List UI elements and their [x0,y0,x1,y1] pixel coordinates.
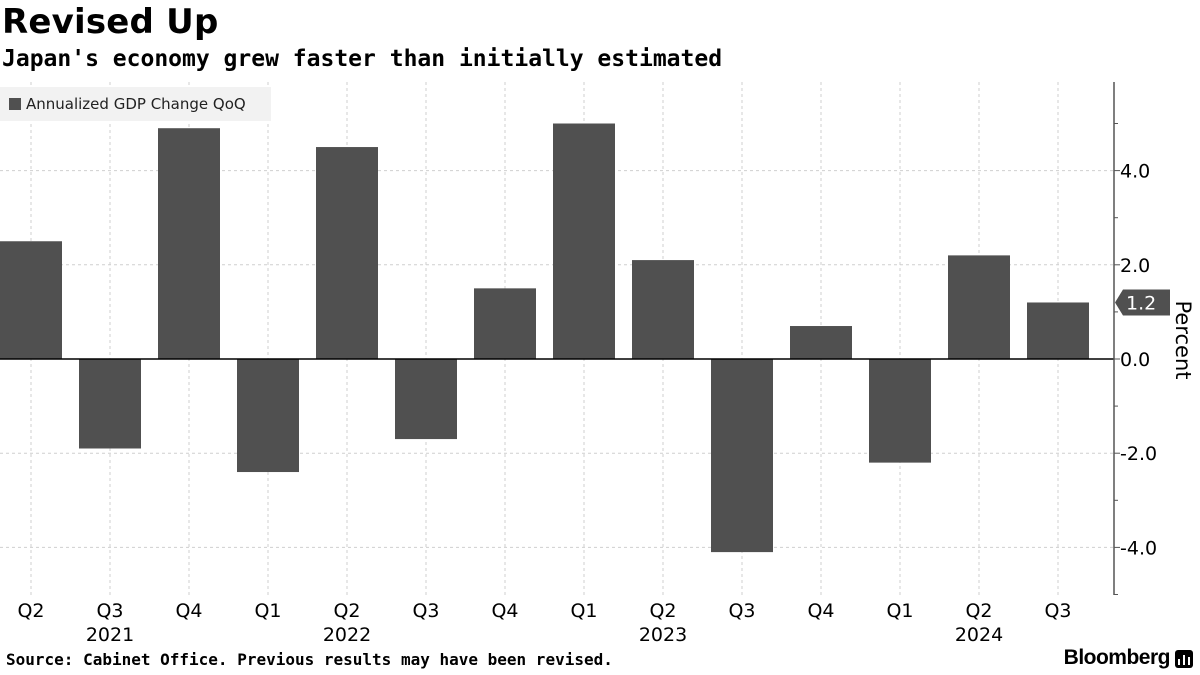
x-tick-label: Q1 [886,600,913,622]
y-tick-label: -2.0 [1120,443,1157,465]
y-axis-label: Percent [1171,300,1195,380]
bar [395,359,457,440]
x-tick-label: Q3 [728,600,755,622]
y-tick-label: 2.0 [1120,255,1150,277]
legend-label: Annualized GDP Change QoQ [26,95,246,113]
x-year-label: 2021 [86,624,134,646]
last-value-label: 1.2 [1115,289,1170,316]
x-year-label: 2022 [323,624,371,646]
x-tick-label: Q2 [649,600,676,622]
bar [1027,302,1089,359]
x-tick-label: Q2 [965,600,992,622]
bars [0,123,1089,553]
x-tick-label: Q3 [1044,600,1071,622]
x-tick-label: Q3 [96,600,123,622]
bar [948,255,1010,359]
x-tick-label: Q1 [570,600,597,622]
bar [790,326,852,359]
x-tick-label: Q1 [254,600,281,622]
x-tick-label: Q4 [175,600,202,622]
last-value-marker [1115,289,1170,316]
x-tick-label: Q3 [412,600,439,622]
bar [237,359,299,473]
x-year-label: 2024 [955,624,1003,646]
bar [869,359,931,463]
y-tick-label: 0.0 [1120,349,1150,371]
bar [0,241,62,359]
legend-swatch [9,98,21,110]
x-tick-label: Q4 [807,600,834,622]
bar [474,288,536,359]
x-tick-label: Q2 [17,600,44,622]
bar [711,359,773,553]
brand-logo: Bloomberg [1063,646,1171,669]
y-tick-label: -4.0 [1120,537,1157,559]
bar [316,147,378,359]
bar [158,128,220,359]
bar [632,260,694,359]
bar-chart-icon [1175,650,1193,668]
chart-title: Revised Up [2,2,219,42]
bar [553,123,615,359]
source-note: Source: Cabinet Office. Previous results… [6,650,613,669]
legend: Annualized GDP Change QoQ [0,87,271,121]
x-tick-label: Q2 [333,600,360,622]
bar [79,359,141,449]
chart-subtitle: Japan's economy grew faster than initial… [2,46,723,72]
y-axis: -4.0 -2.0 0.0 2.0 4.0 1.2 [0,82,1170,595]
y-tick-label: 4.0 [1120,161,1150,183]
x-tick-label: Q4 [491,600,518,622]
last-value-text: 1.2 [1126,292,1156,314]
x-year-label: 2023 [639,624,687,646]
